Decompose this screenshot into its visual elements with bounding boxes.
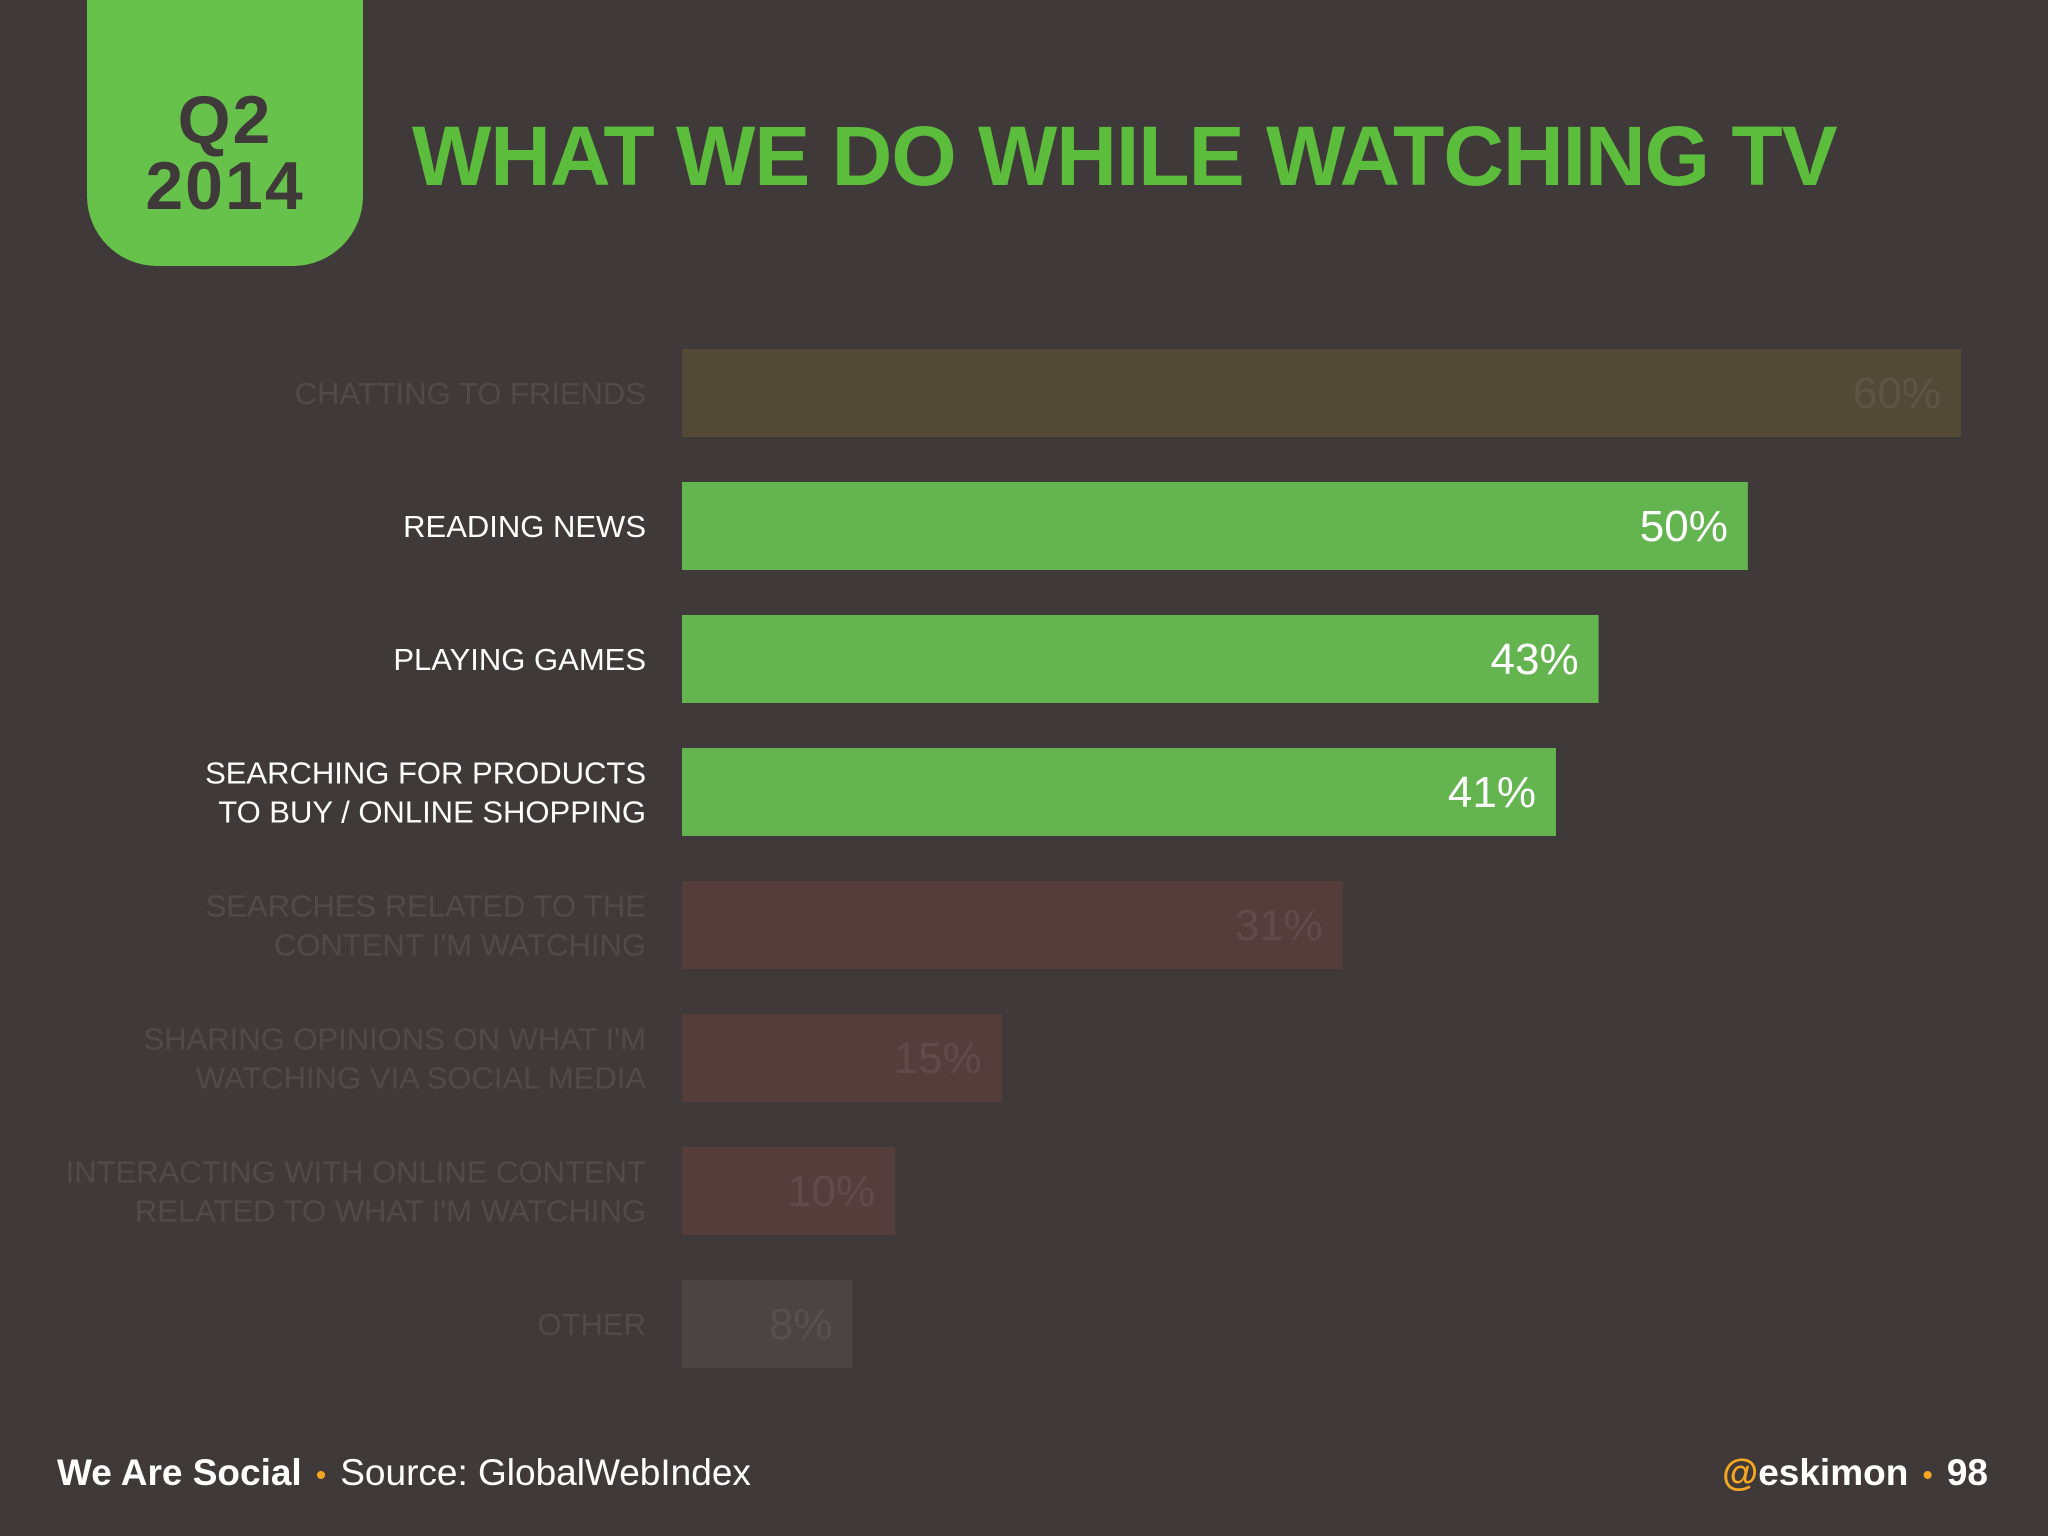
badge-year: 2014 xyxy=(145,148,305,224)
page-number: 98 xyxy=(1946,1452,1988,1493)
category-label-6-line-1: SHARING OPINIONS ON WHAT I'M xyxy=(143,1022,646,1057)
bar-3 xyxy=(682,615,1599,703)
brand-name: We Are Social xyxy=(57,1452,302,1493)
bar-value-5: 31% xyxy=(1235,901,1323,950)
bar-value-7: 10% xyxy=(787,1167,875,1216)
bar-4 xyxy=(682,748,1556,836)
badge-quarter: Q2 xyxy=(177,82,273,158)
bar-1 xyxy=(682,349,1961,437)
bar-5 xyxy=(682,881,1343,969)
bar-value-3: 43% xyxy=(1491,635,1579,684)
twitter-handle: @eskimon xyxy=(1722,1452,1908,1493)
bar-value-8: 8% xyxy=(769,1300,833,1349)
footer-left: We Are Social • Source: GlobalWebIndex xyxy=(57,1452,751,1494)
page-title: WHAT WE DO WHILE WATCHING TV xyxy=(412,109,1838,203)
bar-value-4: 41% xyxy=(1448,768,1536,817)
date-badge: Q2 2014 xyxy=(87,0,363,266)
bar-2 xyxy=(682,482,1748,570)
bar-6 xyxy=(682,1014,1002,1102)
bar-value-2: 50% xyxy=(1640,502,1728,551)
handle-at: @ xyxy=(1722,1452,1759,1493)
source-text: Source: GlobalWebIndex xyxy=(340,1452,751,1493)
category-label-2-line-1: READING NEWS xyxy=(403,509,646,544)
separator-dot-right: • xyxy=(1922,1459,1933,1492)
category-label-5-line-2: CONTENT I'M WATCHING xyxy=(274,928,646,963)
bar-8 xyxy=(682,1280,853,1368)
footer-right: @eskimon • 98 xyxy=(1722,1452,1988,1494)
bar-value-6: 15% xyxy=(894,1034,982,1083)
handle-name: eskimon xyxy=(1758,1452,1909,1493)
category-label-4-line-1: SEARCHING FOR PRODUCTS xyxy=(205,756,646,791)
category-label-3-line-1: PLAYING GAMES xyxy=(393,642,646,677)
category-label-7-line-1: INTERACTING WITH ONLINE CONTENT xyxy=(66,1155,646,1190)
category-label-6-line-2: WATCHING VIA SOCIAL MEDIA xyxy=(196,1061,646,1096)
category-label-4-line-2: TO BUY / ONLINE SHOPPING xyxy=(218,795,646,830)
bar-7 xyxy=(682,1147,896,1235)
separator-dot: • xyxy=(315,1459,327,1492)
category-label-7-line-2: RELATED TO WHAT I'M WATCHING xyxy=(135,1194,646,1229)
category-label-5-line-1: SEARCHES RELATED TO THE xyxy=(206,889,646,924)
bar-value-1: 60% xyxy=(1853,369,1941,418)
category-label-8-line-1: OTHER xyxy=(538,1307,647,1342)
category-label-1-line-1: CHATTING TO FRIENDS xyxy=(295,376,646,411)
